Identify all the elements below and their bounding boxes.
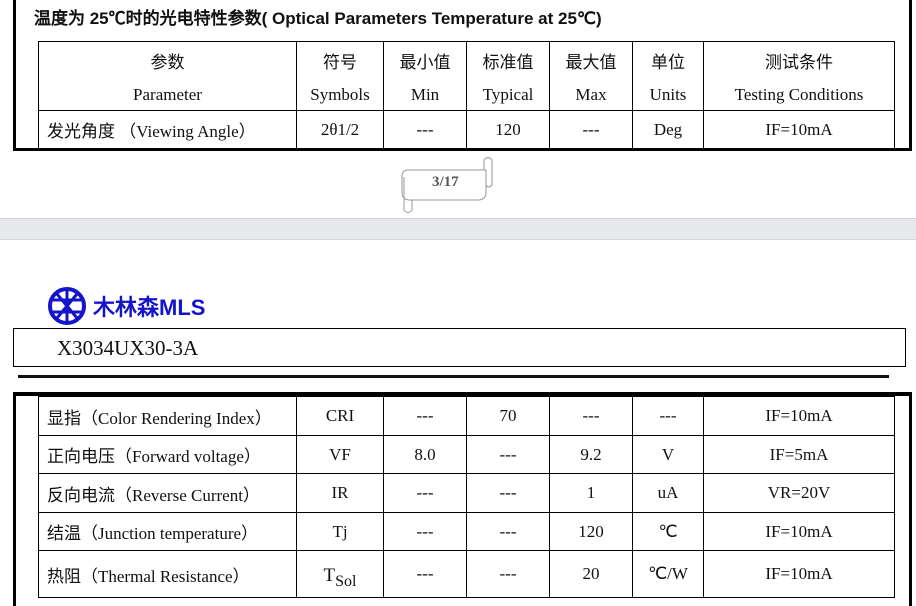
section-title: 温度为 25℃时的光电特性参数( Optical Parameters Temp… (34, 9, 602, 28)
table-row: 正向电压（Forward voltage） VF 8.0 --- 9.2 V IF=5mA (38, 435, 895, 474)
header-divider (18, 375, 889, 378)
header-units: 单位 Units (632, 41, 704, 111)
page3-frame (13, 0, 912, 151)
cell-units: ℃/W (632, 550, 704, 598)
header-symbols: 符号 Symbols (296, 41, 384, 111)
cell-max: --- (549, 110, 633, 149)
cell-units: ℃ (632, 512, 704, 551)
cell-symbol: 2θ1/2 (296, 110, 384, 149)
cell-units: uA (632, 473, 704, 513)
cell-parameter: 发光角度 （Viewing Angle） (38, 110, 297, 149)
cell-typical: 120 (466, 110, 550, 149)
table-row: 热阻（Thermal Resistance） TSol --- --- 20 ℃/W IF=… (38, 550, 895, 598)
cell-conditions: VR=20V (703, 473, 895, 513)
cell-units: --- (632, 396, 704, 436)
cell-max: 1 (549, 473, 633, 513)
optical-params-table-top: 参数 Parameter 符号 Symbols 最小值 Min 标准值 Typical … (38, 41, 895, 149)
cell-symbol: TSol (296, 550, 384, 598)
cell-units: Deg (632, 110, 704, 149)
cell-typical: --- (466, 473, 550, 513)
cell-min: --- (383, 512, 467, 551)
table-row: 反向电流（Reverse Current） IR --- --- 1 uA VR=20V (38, 473, 895, 513)
header-typical: 标准值 Typical (466, 41, 550, 111)
cell-symbol: Tj (296, 512, 384, 551)
cell-min: --- (383, 110, 467, 149)
page4-frame (13, 392, 912, 606)
cell-min: --- (383, 473, 467, 513)
cell-typical: --- (466, 435, 550, 474)
cell-conditions: IF=10mA (703, 110, 895, 149)
cell-max: 20 (549, 550, 633, 598)
cell-parameter: 热阻（Thermal Resistance） (38, 550, 297, 598)
cell-typical: --- (466, 512, 550, 551)
logo-text: 木林森MLS (93, 295, 206, 320)
cell-parameter: 反向电流（Reverse Current） (38, 473, 297, 513)
cell-conditions: IF=5mA (703, 435, 895, 474)
header-max: 最大值 Max (549, 41, 633, 111)
cell-symbol: VF (296, 435, 384, 474)
page-separator (0, 218, 916, 240)
header-min: 最小值 Min (383, 41, 467, 111)
cell-parameter: 显指（Color Rendering Index） (38, 396, 297, 436)
table-row: 显指（Color Rendering Index） CRI --- 70 --- --- I… (38, 396, 895, 436)
logo-globe-icon (48, 287, 86, 325)
header-parameter: 参数 Parameter (38, 41, 297, 111)
table-header-row: 参数 Parameter 符号 Symbols 最小值 Min 标准值 Typical … (38, 41, 895, 111)
cell-conditions: IF=10mA (703, 512, 895, 551)
cell-typical: --- (466, 550, 550, 598)
cell-min: --- (383, 550, 467, 598)
cell-max: 9.2 (549, 435, 633, 474)
cell-min: 8.0 (383, 435, 467, 474)
cell-conditions: IF=10mA (703, 396, 895, 436)
cell-max: 120 (549, 512, 633, 551)
cell-max: --- (549, 396, 633, 436)
table-row: 结温（Junction temperature） Tj --- --- 120 ℃ IF=1… (38, 512, 895, 551)
cell-symbol: IR (296, 473, 384, 513)
model-number: X3034UX30-3A (57, 336, 199, 360)
header-testing-conditions: 测试条件 Testing Conditions (703, 41, 895, 111)
cell-conditions: IF=10mA (703, 550, 895, 598)
optical-params-table-bottom: 显指（Color Rendering Index） CRI --- 70 --- --- I… (38, 396, 895, 598)
page-number: 3/17 (432, 174, 459, 190)
cell-units: V (632, 435, 704, 474)
model-box: X3034UX30-3A (13, 328, 906, 367)
cell-min: --- (383, 396, 467, 436)
company-logo: 木林森MLS (47, 286, 205, 326)
cell-parameter: 正向电压（Forward voltage） (38, 435, 297, 474)
cell-typical: 70 (466, 396, 550, 436)
cell-parameter: 结温（Junction temperature） (38, 512, 297, 551)
scroll-banner-icon (401, 157, 493, 213)
table-row: 发光角度 （Viewing Angle） 2θ1/2 --- 120 --- D… (38, 110, 895, 149)
cell-symbol: CRI (296, 396, 384, 436)
page-number-scroll: 3/17 (398, 155, 494, 215)
